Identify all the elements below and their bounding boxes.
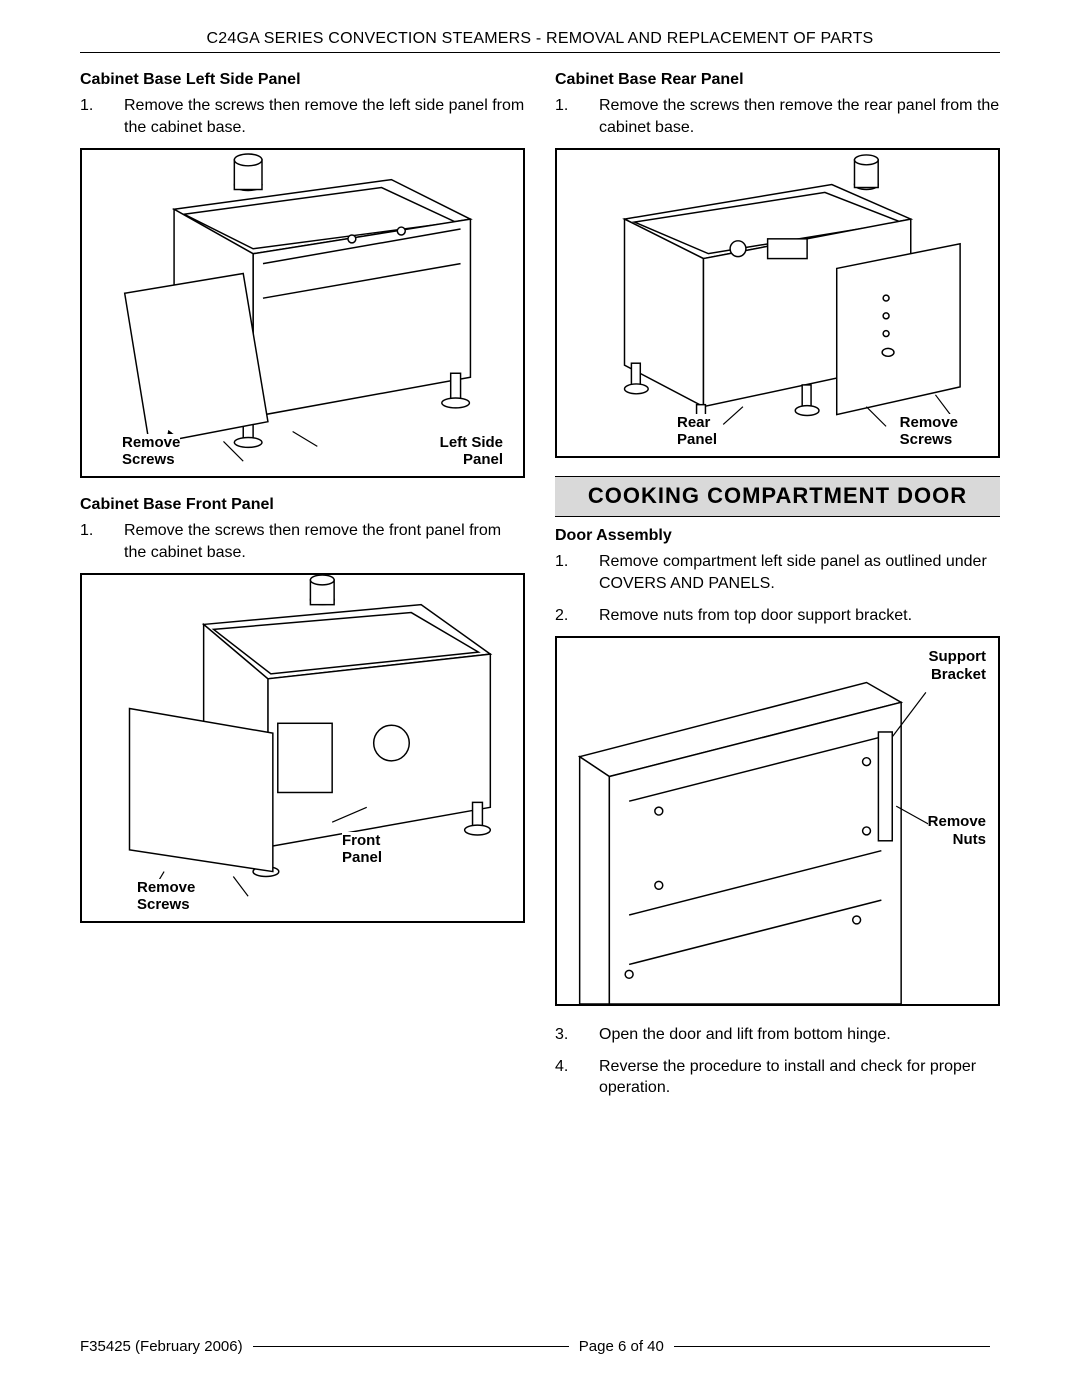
- figure-label-front-panel: FrontPanel: [342, 832, 382, 867]
- right-sec2-step2: 2. Remove nuts from top door support bra…: [555, 605, 1000, 627]
- left-sec2-title: Cabinet Base Front Panel: [80, 496, 525, 514]
- step-number: 4.: [555, 1056, 599, 1099]
- right-column: Cabinet Base Rear Panel 1. Remove the sc…: [555, 67, 1000, 1109]
- right-sec1-title: Cabinet Base Rear Panel: [555, 71, 1000, 89]
- step-number: 3.: [555, 1024, 599, 1046]
- left-column: Cabinet Base Left Side Panel 1. Remove t…: [80, 67, 525, 1109]
- step-text: Reverse the procedure to install and che…: [599, 1056, 1000, 1099]
- right-sec2-step4: 4. Reverse the procedure to install and …: [555, 1056, 1000, 1099]
- figure-left-side-panel: RemoveScrews Left SidePanel: [80, 148, 525, 478]
- right-sec2-title: Door Assembly: [555, 527, 1000, 545]
- step-number: 1.: [555, 95, 599, 138]
- figure-label-remove-nuts: RemoveNuts: [928, 813, 986, 848]
- step-text: Remove the screws then remove the left s…: [124, 95, 525, 138]
- figure-rear-panel: RearPanel RemoveScrews: [555, 148, 1000, 458]
- page-footer: F35425 (February 2006) Page 6 of 40: [80, 1338, 1000, 1355]
- step-text: Remove compartment left side panel as ou…: [599, 551, 1000, 594]
- footer-page-number: Page 6 of 40: [579, 1338, 664, 1355]
- figure-door-support-bracket: SupportBracket RemoveNuts: [555, 636, 1000, 1006]
- left-sec1-step1: 1. Remove the screws then remove the lef…: [80, 95, 525, 138]
- step-text: Remove the screws then remove the rear p…: [599, 95, 1000, 138]
- left-sec2-step1: 1. Remove the screws then remove the fro…: [80, 520, 525, 563]
- step-number: 1.: [555, 551, 599, 594]
- right-sec2-step3: 3. Open the door and lift from bottom hi…: [555, 1024, 1000, 1046]
- step-number: 1.: [80, 520, 124, 563]
- section-title-cooking-door: COOKING COMPARTMENT DOOR: [555, 476, 1000, 517]
- footer-rule: [674, 1346, 990, 1348]
- step-number: 2.: [555, 605, 599, 627]
- step-text: Remove nuts from top door support bracke…: [599, 605, 1000, 627]
- left-sec1-title: Cabinet Base Left Side Panel: [80, 71, 525, 89]
- right-sec2-step1: 1. Remove compartment left side panel as…: [555, 551, 1000, 594]
- figure-label-support-bracket: SupportBracket: [929, 648, 987, 683]
- figure-label-remove-screws: RemoveScrews: [122, 434, 180, 469]
- footer-doc-number: F35425 (February 2006): [80, 1338, 243, 1355]
- figure-label-remove-screws: RemoveScrews: [137, 879, 195, 914]
- figure-front-panel: RemoveScrews FrontPanel: [80, 573, 525, 923]
- right-sec1-step1: 1. Remove the screws then remove the rea…: [555, 95, 1000, 138]
- step-text: Remove the screws then remove the front …: [124, 520, 525, 563]
- footer-rule: [253, 1346, 569, 1348]
- page-header: C24GA SERIES CONVECTION STEAMERS - REMOV…: [80, 30, 1000, 53]
- figure-label-remove-screws: RemoveScrews: [900, 414, 958, 449]
- content-columns: Cabinet Base Left Side Panel 1. Remove t…: [80, 67, 1000, 1109]
- step-number: 1.: [80, 95, 124, 138]
- section-title-text: COOKING COMPARTMENT DOOR: [559, 483, 996, 508]
- figure-label-rear-panel: RearPanel: [677, 414, 717, 449]
- figure-label-left-side-panel: Left SidePanel: [440, 434, 503, 469]
- step-text: Open the door and lift from bottom hinge…: [599, 1024, 1000, 1046]
